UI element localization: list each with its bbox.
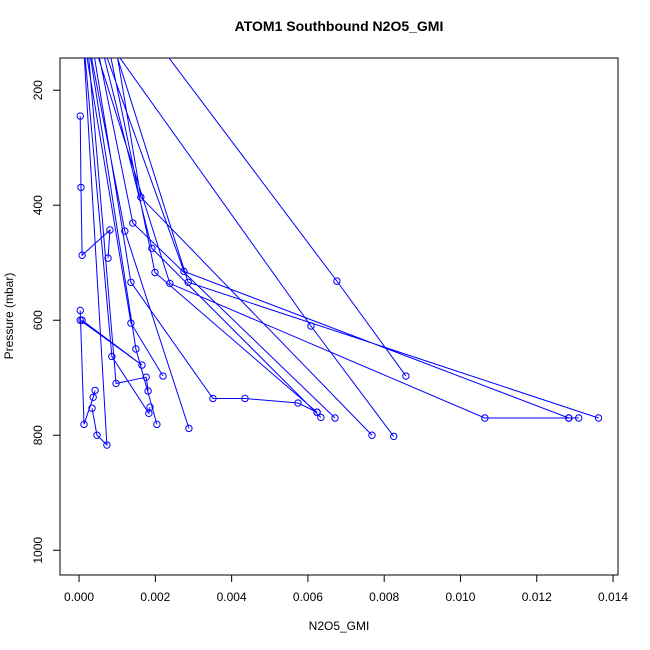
data-point <box>153 420 161 429</box>
data-point <box>132 345 140 353</box>
x-tick-label: 0.000 <box>64 590 94 604</box>
x-tick-label: 0.012 <box>522 590 552 604</box>
y-tick-label: 400 <box>31 195 45 215</box>
data-point <box>331 414 339 422</box>
data-point <box>166 279 174 288</box>
data-point <box>76 112 84 120</box>
x-tick-label: 0.002 <box>140 590 170 604</box>
x-tick-label: 0.010 <box>445 590 475 604</box>
data-point <box>91 386 99 395</box>
data-point <box>317 413 325 422</box>
data-point <box>88 404 96 412</box>
data-point <box>241 394 249 403</box>
y-tick-label: 1000 <box>31 537 45 564</box>
data-point <box>307 322 315 330</box>
data-point <box>80 420 88 429</box>
data-point <box>180 267 188 276</box>
data-point <box>151 268 159 277</box>
data-point <box>138 361 146 369</box>
data-point <box>481 414 489 422</box>
plot-frame <box>59 57 619 576</box>
data-point <box>333 277 341 285</box>
data-point <box>112 379 120 388</box>
data-point <box>185 424 193 433</box>
x-tick-label: 0.006 <box>293 590 323 604</box>
data-point <box>103 441 111 449</box>
data-point <box>368 431 376 439</box>
data-point <box>594 414 603 422</box>
data-point <box>565 414 573 422</box>
y-tick-label: 200 <box>31 80 45 100</box>
data-point <box>294 399 302 407</box>
data-point <box>106 226 114 234</box>
chart-title: ATOM1 Southbound N2O5_GMI <box>235 18 444 34</box>
data-point <box>76 316 84 324</box>
data-point <box>209 394 217 403</box>
x-tick-label: 0.008 <box>369 590 399 604</box>
data-point <box>137 193 145 201</box>
data-point <box>108 352 116 361</box>
y-tick-label: 800 <box>31 425 45 445</box>
data-point <box>121 227 129 235</box>
data-point <box>93 431 101 439</box>
x-tick-label: 0.004 <box>217 590 247 604</box>
data-point <box>89 393 97 401</box>
data-point <box>142 373 150 381</box>
data-point <box>575 414 583 422</box>
data-point <box>184 278 192 286</box>
data-point <box>104 254 112 262</box>
data-point <box>390 432 398 441</box>
y-axis-label: Pressure (mbar) <box>2 273 16 360</box>
data-point <box>402 372 410 380</box>
data-point <box>78 316 86 324</box>
x-tick-label: 0.014 <box>598 590 628 604</box>
data-point <box>144 387 152 395</box>
data-point <box>77 183 85 192</box>
data-point <box>313 408 321 416</box>
data-line <box>79 58 599 447</box>
data-point <box>159 372 167 380</box>
plot-area <box>76 58 603 449</box>
data-point <box>78 251 86 259</box>
x-axis-label: N2O5_GMI <box>309 619 370 633</box>
data-point <box>129 219 137 227</box>
data-point <box>146 403 154 411</box>
data-point <box>127 278 135 286</box>
data-point <box>127 319 135 327</box>
data-point <box>148 244 156 253</box>
y-tick-label: 600 <box>31 310 45 330</box>
data-point <box>76 306 84 315</box>
